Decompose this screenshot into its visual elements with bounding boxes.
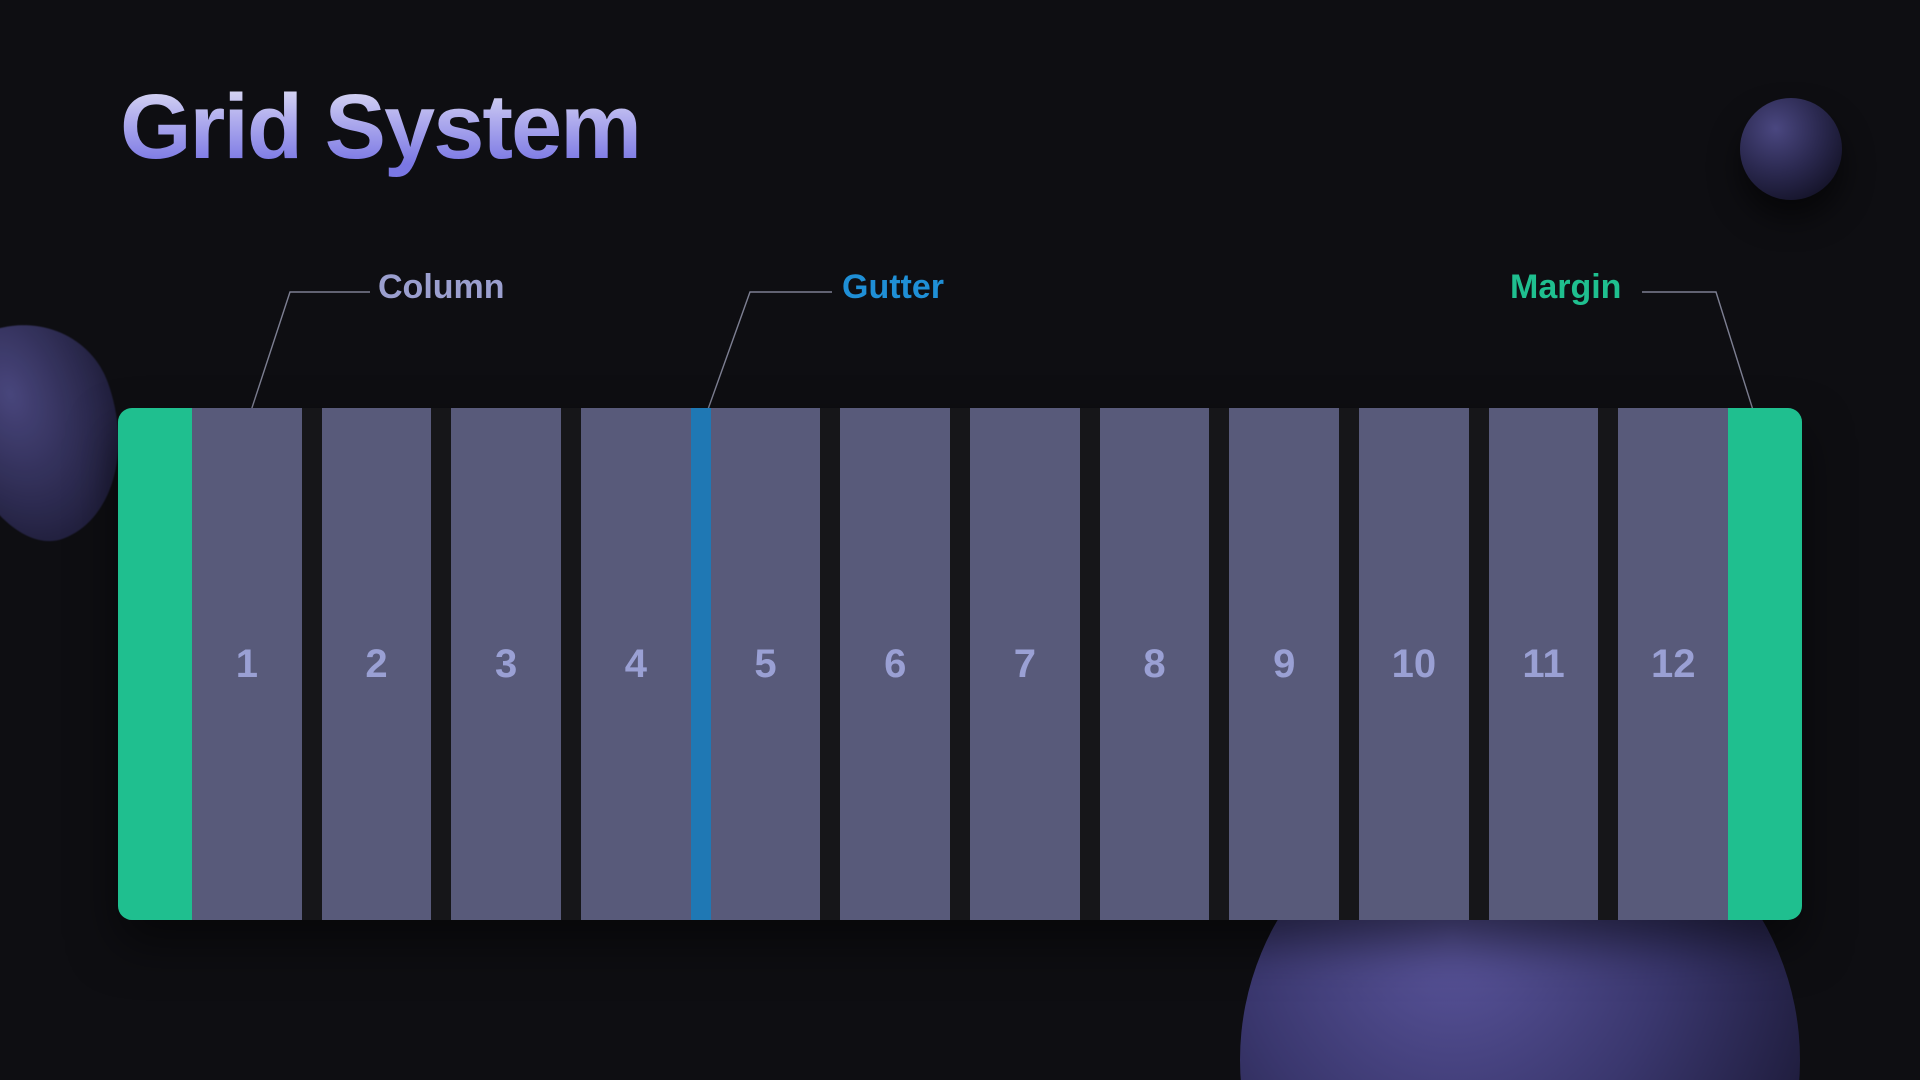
grid-column-number: 5	[754, 642, 776, 687]
grid-column-number: 6	[884, 642, 906, 687]
grid-column: 12	[1618, 408, 1728, 920]
grid-column-number: 2	[365, 642, 387, 687]
decor-sphere-top-right	[1740, 98, 1842, 200]
label-column: Column	[378, 268, 505, 307]
label-gutter: Gutter	[842, 268, 944, 307]
grid-column-number: 4	[625, 642, 647, 687]
page-title: Grid System	[120, 75, 640, 180]
grid-gutter	[1339, 408, 1359, 920]
grid-column: 7	[970, 408, 1080, 920]
grid-gutter	[820, 408, 840, 920]
grid-gutter	[561, 408, 581, 920]
grid-gutter	[1469, 408, 1489, 920]
grid-column-number: 1	[236, 642, 258, 687]
grid-column: 1	[192, 408, 302, 920]
grid-column-number: 3	[495, 642, 517, 687]
grid-margin-right	[1728, 408, 1802, 920]
grid-column-number: 9	[1273, 642, 1295, 687]
grid-column: 4	[581, 408, 691, 920]
grid-column-number: 12	[1651, 642, 1696, 687]
grid-column-number: 11	[1522, 642, 1564, 687]
grid-gutter	[950, 408, 970, 920]
grid-column: 10	[1359, 408, 1469, 920]
grid-gutter	[1209, 408, 1229, 920]
grid-container: 123456789101112	[118, 408, 1802, 920]
grid-column: 11	[1489, 408, 1599, 920]
grid-columns: 123456789101112	[192, 408, 1728, 920]
grid-column-number: 8	[1143, 642, 1165, 687]
grid-column: 2	[322, 408, 432, 920]
grid-gutter	[302, 408, 322, 920]
grid-column-number: 10	[1392, 642, 1437, 687]
grid-gutter	[1598, 408, 1618, 920]
grid-column-number: 7	[1014, 642, 1036, 687]
grid-column: 5	[711, 408, 821, 920]
grid-column: 9	[1229, 408, 1339, 920]
grid-gutter	[1080, 408, 1100, 920]
grid-gutter	[691, 408, 711, 920]
stage: Grid System Column Gutter Margin 1234567…	[0, 0, 1920, 1080]
grid-column: 8	[1100, 408, 1210, 920]
label-margin: Margin	[1510, 268, 1621, 307]
grid-margin-left	[118, 408, 192, 920]
grid-column: 3	[451, 408, 561, 920]
grid-gutter	[431, 408, 451, 920]
grid-column: 6	[840, 408, 950, 920]
